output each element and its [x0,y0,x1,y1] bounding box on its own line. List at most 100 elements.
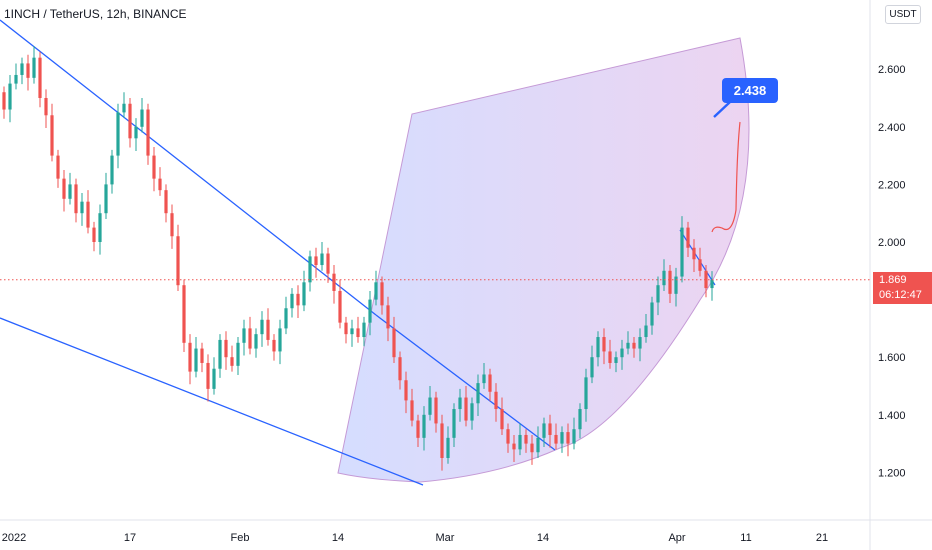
candle-body [620,348,624,358]
candle-body [14,74,18,84]
candle-body [56,155,60,179]
time-axis[interactable]: 2022 17 Feb 14 Mar 14 Apr 11 21 [0,519,932,544]
candle-body [440,423,444,458]
candle-body [452,409,456,438]
candle-body [500,409,504,430]
candle-body [266,319,270,340]
time-tick-label: Apr [668,532,685,544]
time-tick-label: Feb [231,532,250,544]
candle-body [80,201,84,214]
candle-body [362,322,366,338]
candle-body [674,276,678,294]
projection-fan[interactable] [337,37,750,483]
candle-body [38,57,42,98]
price-tick-label: 2.000 [878,237,906,249]
candle-body [470,403,474,421]
price-tick-label: 1.400 [878,410,906,422]
target-price-callout[interactable]: 2.438 [722,78,778,103]
candle-body [26,63,30,78]
candle-body [44,98,48,116]
price-tick-label: 2.600 [878,64,906,76]
time-tick-label: 11 [740,532,751,544]
pennant-upper-line[interactable] [679,229,716,286]
candle-body [632,342,636,349]
candle-body [602,337,606,352]
candle-body [242,328,246,343]
candle-body [680,227,684,277]
candle-body [446,437,450,458]
candle-body [704,270,708,289]
candle-body [8,83,12,110]
candle-body [206,362,210,389]
overlays [0,101,870,281]
candle-body [164,190,168,214]
candle-body [692,247,696,260]
time-tick-label: 2022 [2,532,26,544]
candle-body [698,259,702,271]
candle-body [74,184,78,214]
candle-body [50,115,54,156]
candle-body [260,319,264,335]
candle-body [170,213,174,237]
candle-body [614,357,618,363]
candle-body [302,282,306,306]
upper-channel-trendline[interactable] [0,19,377,316]
candle-body [104,184,108,214]
candle-body [212,368,216,389]
candle-body [644,325,648,338]
candle-body [188,342,192,372]
candle-body [290,293,294,309]
candle-body [404,380,408,401]
candle-body [326,253,330,274]
price-tick-label: 1.200 [878,467,906,479]
candle-body [116,112,120,156]
candle-body [482,374,486,384]
candle-body [650,302,654,326]
candle-body [350,328,354,335]
trendlines[interactable] [0,19,716,486]
candle-body [278,328,282,352]
candle-body [68,184,72,199]
candle-body [368,299,372,323]
candle-body [590,357,594,378]
candle-body [248,328,252,349]
candle-body [134,126,138,139]
breakout-trendline[interactable] [375,314,556,451]
candle-countdown: 06:12:47 [879,289,922,301]
candle-body [356,328,360,338]
candle-body [98,213,102,242]
candle-body [488,374,492,392]
time-tick-label: 17 [124,532,136,544]
candle-body [182,285,186,343]
candle-body [596,337,600,358]
lower-channel-trendline[interactable] [0,317,424,486]
projection-fan-area[interactable] [337,37,750,483]
candle-body [434,397,438,424]
time-tick-label: 14 [332,532,344,544]
candle-body [32,57,36,78]
time-tick-label: 21 [816,532,828,544]
candle-body [662,270,666,286]
candle-body [128,103,132,139]
candle-body [494,391,498,410]
candle-body [200,348,204,363]
candle-body [638,337,642,349]
candle-body [518,434,522,450]
candle-body [332,273,336,291]
candle-body [530,443,534,453]
candle-body [194,348,198,372]
currency-badge[interactable]: USDT [885,5,921,24]
candle-body [284,308,288,329]
candle-body [668,270,672,294]
candle-body [476,383,480,404]
candle-body [542,423,546,438]
candle-body [512,443,516,450]
candle-body [584,377,588,410]
candle-body [320,253,324,266]
candle-body [236,342,240,366]
candle-body [428,397,432,415]
candle-body [524,434,528,444]
candle-body [374,282,378,300]
